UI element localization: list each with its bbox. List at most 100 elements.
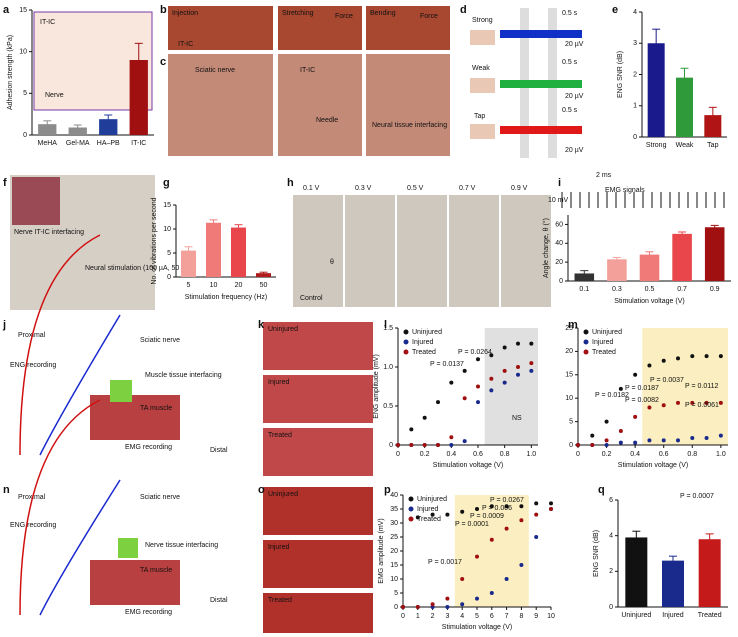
- data-point: [504, 577, 509, 581]
- y-axis-label: ENG SNR (dB): [593, 530, 600, 577]
- legend-swatch: [583, 329, 589, 335]
- y-tick-label: 3: [633, 40, 637, 47]
- photo: [345, 195, 395, 307]
- bar: [256, 273, 271, 277]
- panel-label: Force: [420, 13, 438, 20]
- data-point: [604, 438, 609, 443]
- data-point: [415, 515, 420, 520]
- data-point: [430, 512, 435, 517]
- x-tick-label: 8: [519, 613, 523, 620]
- panel-label: IT-IC: [178, 41, 193, 48]
- y-tick-label: 0: [23, 132, 27, 139]
- y-tick-label: 10: [163, 226, 171, 233]
- x-tick-label: 2: [431, 613, 435, 620]
- photo: [470, 78, 495, 93]
- panel-letter: h: [287, 177, 294, 189]
- y-tick-label: 0: [609, 604, 613, 611]
- panel-label: Sciatic nerve: [140, 337, 180, 344]
- legend-label: Uninjured: [417, 496, 447, 503]
- panel-letter: m: [568, 319, 578, 331]
- data-point: [718, 433, 723, 438]
- y-tick-label: 2: [609, 568, 613, 575]
- data-point: [449, 380, 454, 385]
- photo: [168, 6, 273, 50]
- data-point: [647, 363, 652, 368]
- y-tick-label: 0: [569, 442, 573, 449]
- panel-label: 0.3 V: [355, 185, 372, 192]
- y-tick-label: 10: [19, 49, 27, 56]
- x-tick-label: 5: [475, 613, 479, 620]
- x-tick-label: Uninjured: [621, 612, 651, 619]
- y-tick-label: 15: [565, 372, 573, 379]
- x-tick-label: Injured: [662, 612, 684, 619]
- y-tick-label: 20: [555, 259, 563, 266]
- panel-label: 20 µV: [565, 147, 584, 154]
- data-point: [476, 400, 480, 405]
- panel-label: 0.5 s: [562, 10, 578, 17]
- photo: [118, 538, 138, 558]
- panel-letter: i: [558, 177, 561, 189]
- data-point: [436, 400, 440, 405]
- data-point: [516, 341, 520, 346]
- x-tick-label: 20: [235, 282, 243, 289]
- data-point: [549, 501, 553, 506]
- y-tick-label: 4: [609, 533, 613, 540]
- x-tick-label: 0: [401, 613, 405, 620]
- y-tick-label: 0.5: [383, 403, 393, 410]
- y-tick-label: 15: [19, 7, 27, 14]
- x-tick-label: 0: [396, 451, 400, 458]
- data-point: [704, 400, 709, 405]
- panel-label: Force: [335, 13, 353, 20]
- x-tick-label: 1: [416, 613, 420, 620]
- annotation: 10 mV: [548, 197, 569, 204]
- data-point: [534, 512, 539, 517]
- recording-arrow: [39, 314, 121, 456]
- x-axis-label: Stimulation frequency (Hz): [185, 294, 267, 301]
- annotation: NS: [512, 415, 522, 422]
- photo: [500, 30, 582, 38]
- photo: [500, 80, 582, 88]
- panel-label: Injured: [268, 379, 290, 386]
- photo: [12, 177, 60, 225]
- y-axis-label: ENG SNR (dB): [617, 51, 624, 98]
- panel-label: 0.9 V: [511, 185, 528, 192]
- panel-label: IT-IC: [300, 67, 315, 74]
- bar: [206, 222, 221, 277]
- photo: [263, 428, 373, 476]
- y-tick-label: 6: [609, 497, 613, 504]
- x-tick-label: HA–PB: [97, 140, 120, 147]
- recording-arrow: [39, 479, 121, 616]
- panel-letter: f: [3, 177, 7, 189]
- panel-letter: a: [3, 4, 10, 16]
- panel-label: Uninjured: [268, 491, 298, 498]
- panel-label: Distal: [210, 597, 228, 604]
- panel-label: Sciatic nerve: [140, 494, 180, 501]
- panel-label: TA muscle: [140, 405, 172, 412]
- panel-label: Needle: [316, 117, 338, 124]
- x-tick-label: 0.5: [645, 286, 655, 293]
- panel-letter: g: [163, 177, 170, 189]
- panel-label: Sciatic nerve: [195, 67, 235, 74]
- panel-letter: c: [160, 56, 166, 68]
- panel-label: 0.1 V: [303, 185, 320, 192]
- panel-label: Nerve tissue interfacing: [145, 542, 218, 549]
- y-tick-label: 40: [390, 492, 398, 499]
- x-tick-label: 0.8: [500, 451, 510, 458]
- legend-swatch: [408, 516, 414, 522]
- annotation: P = 0.0187: [625, 385, 659, 392]
- data-point: [430, 605, 435, 609]
- data-point: [647, 438, 652, 443]
- bar: [704, 115, 722, 137]
- panel-label: Strong: [472, 17, 493, 24]
- data-point: [516, 372, 520, 377]
- x-tick-label: 7: [505, 613, 509, 620]
- data-point: [415, 605, 420, 609]
- x-tick-label: 0.4: [446, 451, 456, 458]
- data-point: [445, 512, 450, 517]
- y-tick-label: 20: [565, 348, 573, 355]
- data-point: [422, 443, 427, 447]
- data-point: [475, 507, 479, 511]
- annotation: 2 ms: [596, 172, 612, 179]
- x-axis-label: Stimulation voltage (V): [614, 298, 684, 305]
- data-point: [504, 504, 509, 509]
